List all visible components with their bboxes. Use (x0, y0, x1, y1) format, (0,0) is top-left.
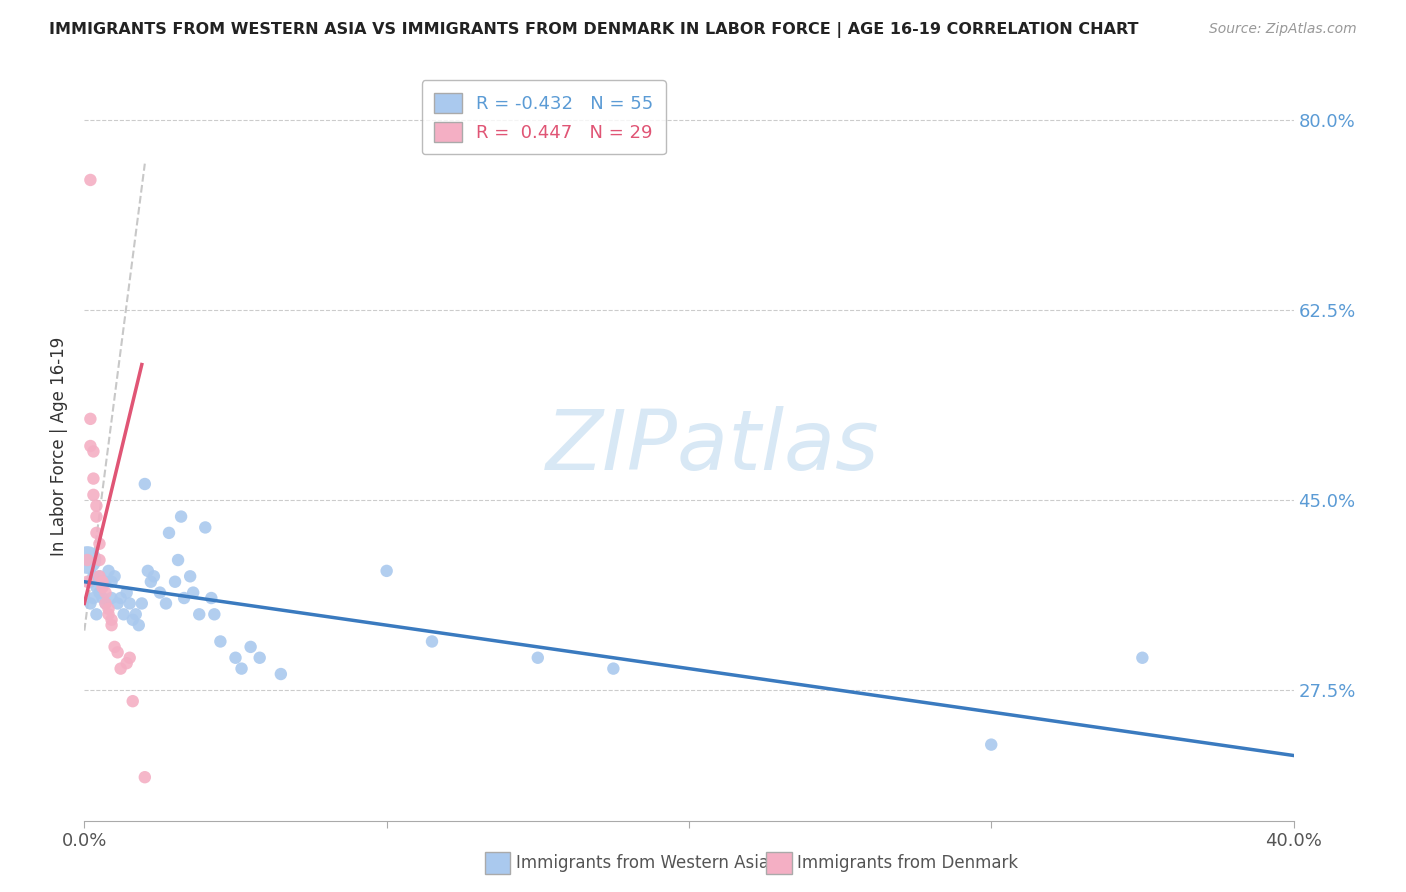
Point (79, 574, 101, 589)
Text: ZIPatlas: ZIPatlas (547, 406, 880, 486)
Legend: R = -0.432   N = 55, R =  0.447   N = 29: R = -0.432 N = 55, R = 0.447 N = 29 (422, 80, 666, 154)
Point (82, 569, 104, 583)
Point (110, 591, 132, 605)
Point (194, 520, 217, 534)
Point (100, 591, 122, 605)
Point (76, 574, 98, 589)
Point (86, 580, 108, 594)
Point (121, 613, 143, 627)
Point (86, 509, 108, 524)
Point (82, 488, 104, 502)
Point (79, 412, 101, 426)
Point (104, 569, 127, 583)
Point (165, 574, 187, 589)
Point (270, 667, 292, 681)
Point (136, 564, 159, 578)
Point (249, 650, 271, 665)
Point (200, 591, 222, 605)
Point (239, 640, 262, 654)
Point (76, 553, 98, 567)
Point (121, 694, 143, 708)
Point (157, 525, 180, 540)
Point (89, 585, 111, 599)
Point (527, 650, 550, 665)
Point (602, 662, 624, 676)
Point (86, 499, 108, 513)
Point (188, 607, 211, 622)
Point (173, 591, 195, 605)
Point (94, 574, 117, 589)
Y-axis label: In Labor Force | Age 16-19: In Labor Force | Age 16-19 (51, 336, 69, 556)
Point (91, 591, 114, 605)
Point (89, 569, 111, 583)
Point (94, 585, 117, 599)
Point (202, 607, 225, 622)
Point (125, 607, 148, 622)
Point (112, 607, 135, 622)
Point (115, 585, 138, 599)
Point (91, 574, 114, 589)
Point (149, 585, 172, 599)
Point (131, 597, 153, 611)
Point (167, 553, 190, 567)
Point (100, 574, 122, 589)
Point (79, 173, 101, 187)
Point (89, 553, 111, 567)
Point (79, 439, 101, 453)
Point (142, 569, 165, 583)
Point (375, 564, 398, 578)
Point (179, 569, 201, 583)
Point (128, 618, 150, 632)
Point (94, 597, 117, 611)
Point (134, 477, 156, 491)
Point (170, 509, 193, 524)
Point (82, 591, 104, 605)
Point (209, 634, 232, 648)
Point (980, 738, 1002, 752)
Point (181, 585, 204, 599)
Point (82, 444, 104, 458)
Point (89, 537, 111, 551)
Point (225, 650, 247, 665)
Text: Source: ZipAtlas.com: Source: ZipAtlas.com (1209, 22, 1357, 37)
Point (86, 607, 108, 622)
Point (100, 613, 122, 627)
Point (115, 656, 138, 670)
Point (79, 597, 101, 611)
Point (139, 574, 162, 589)
Point (97, 602, 120, 616)
Point (94, 597, 117, 611)
Point (89, 569, 111, 583)
Point (86, 525, 108, 540)
Point (76, 553, 98, 567)
Point (104, 640, 127, 654)
Point (97, 564, 120, 578)
Point (118, 597, 141, 611)
Point (1130, 650, 1153, 665)
Point (118, 650, 141, 665)
Point (155, 597, 177, 611)
Point (97, 607, 120, 622)
Text: Immigrants from Western Asia: Immigrants from Western Asia (516, 854, 769, 871)
Text: Immigrants from Denmark: Immigrants from Denmark (797, 854, 1018, 871)
Point (100, 618, 122, 632)
Text: IMMIGRANTS FROM WESTERN ASIA VS IMMIGRANTS FROM DENMARK IN LABOR FORCE | AGE 16-: IMMIGRANTS FROM WESTERN ASIA VS IMMIGRAN… (49, 22, 1139, 38)
Point (107, 597, 129, 611)
Point (82, 472, 104, 486)
Point (231, 662, 253, 676)
Point (91, 574, 114, 589)
Point (420, 634, 443, 648)
Point (134, 770, 156, 784)
Point (107, 645, 129, 659)
Point (110, 662, 132, 676)
Point (91, 580, 114, 594)
